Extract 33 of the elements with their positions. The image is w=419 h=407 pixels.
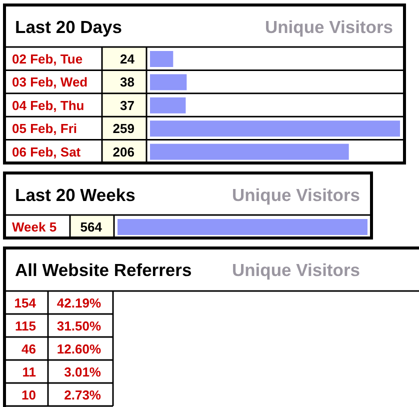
data-label: 31.50% [56, 318, 102, 334]
chart-title: Last 20 Days [15, 17, 122, 37]
data-label: 10 [22, 388, 36, 402]
chart-title: Last 20 Weeks [15, 185, 136, 205]
chart-subtitle: Unique Visitors [232, 185, 360, 205]
bar [150, 51, 174, 67]
y-tick-label: 04 Feb, Thu [12, 98, 84, 113]
data-label: 11 [22, 364, 36, 380]
data-label: 37 [120, 98, 134, 113]
bar [150, 74, 187, 90]
data-label: 12.60% [56, 342, 102, 356]
text: All Website Referrers [15, 260, 192, 280]
data-label: 46 [22, 342, 36, 356]
data-label: 3.01% [64, 364, 102, 380]
data-label: 42.19% [56, 296, 102, 310]
bar [150, 97, 186, 114]
data-label: 259 [112, 121, 134, 136]
data-label: 564 [80, 220, 103, 234]
y-tick-label: 03 Feb, Wed [12, 74, 88, 90]
bar [150, 120, 400, 137]
text: Unique Visitors [232, 260, 360, 280]
y-tick-label: Week 5 [12, 220, 57, 234]
data-label: 24 [120, 52, 136, 66]
bar [150, 144, 349, 160]
y-tick-label: 06 Feb, Sat [12, 144, 82, 160]
data-label: 115 [15, 318, 36, 334]
data-label: 38 [120, 74, 134, 90]
data-label: 2.73% [64, 388, 102, 402]
data-label: 154 [14, 296, 37, 310]
y-tick-label: 05 Feb, Fri [12, 121, 78, 136]
y-tick-label: 02 Feb, Tue [12, 52, 83, 66]
data-label: 206 [112, 144, 134, 160]
chart-subtitle: Unique Visitors [264, 17, 394, 37]
